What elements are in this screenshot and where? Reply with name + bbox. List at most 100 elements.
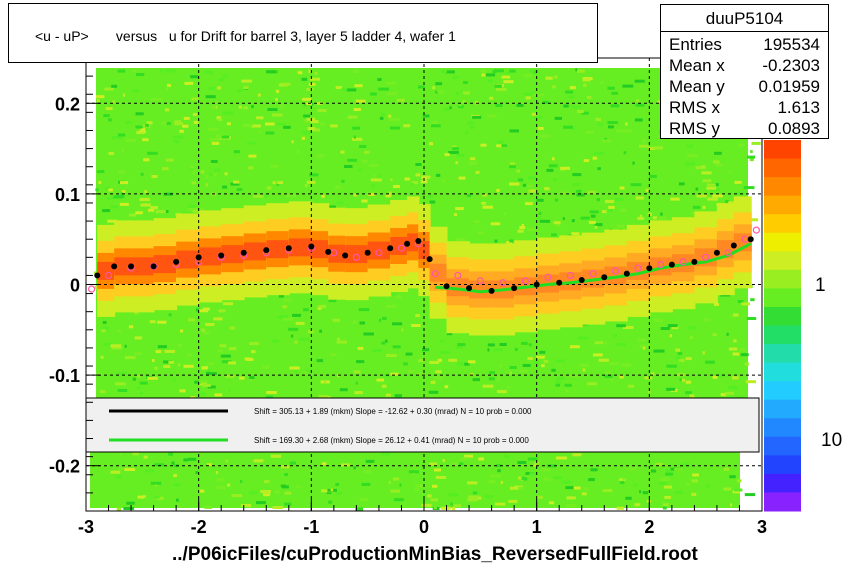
heatmap-cell <box>564 383 572 387</box>
heatmap-cell <box>523 74 532 78</box>
heatmap-cell <box>587 382 597 386</box>
x-tick-label: 0 <box>419 517 429 537</box>
heatmap-cell <box>249 376 255 379</box>
heatmap-cell <box>594 223 603 227</box>
heatmap-cell <box>427 195 434 199</box>
profile-point-open <box>104 271 113 280</box>
heatmap-cell <box>430 380 436 384</box>
profile-point-black <box>94 272 101 279</box>
heatmap-cell <box>222 111 234 115</box>
heatmap-cell <box>124 468 136 471</box>
heatmap-cell <box>743 186 755 190</box>
heatmap-cell <box>496 188 500 192</box>
heatmap-cell <box>121 190 126 193</box>
heatmap-cell <box>532 91 536 95</box>
heatmap-cell <box>583 159 590 163</box>
heatmap-cell <box>458 103 462 107</box>
profile-point-black <box>668 261 675 268</box>
heatmap-cell <box>725 200 730 204</box>
heatmap-cell <box>249 342 260 346</box>
heatmap-cell <box>686 144 694 148</box>
heatmap-cell <box>264 480 270 484</box>
heatmap-cell <box>205 183 208 187</box>
profile-point-open <box>375 249 383 257</box>
heatmap-cell <box>341 463 351 467</box>
heatmap-cell <box>504 454 510 458</box>
heatmap-cell <box>639 214 642 218</box>
heatmap-cell <box>468 495 479 499</box>
heatmap-cell <box>110 344 122 348</box>
profile-point-black <box>533 281 540 288</box>
heatmap-cell <box>304 371 307 375</box>
heatmap-cell <box>536 495 543 499</box>
heatmap-cell <box>740 353 749 357</box>
heatmap-cell <box>365 459 375 463</box>
heatmap-cell <box>228 347 237 351</box>
heatmap-cell <box>630 183 642 187</box>
heatmap-cell <box>608 125 614 129</box>
profile-point-black <box>443 283 450 290</box>
heatmap-cell <box>314 71 318 75</box>
heatmap-cell <box>96 99 100 103</box>
heatmap-cell <box>549 501 555 505</box>
heatmap-cell <box>155 210 167 214</box>
heatmap-cell <box>691 212 696 216</box>
heatmap-cell <box>135 211 143 215</box>
heatmap-cell <box>222 185 227 189</box>
heatmap-cell <box>619 478 622 482</box>
heatmap-cell <box>233 180 240 184</box>
heatmap-cell <box>393 498 404 502</box>
profile-point-open <box>544 273 552 281</box>
heatmap-cell <box>393 477 400 481</box>
heatmap-cell <box>618 478 626 482</box>
heatmap-cell <box>715 163 723 167</box>
heatmap-cell <box>739 348 746 352</box>
heatmap-cell <box>470 372 474 376</box>
heatmap-cell <box>168 452 174 456</box>
heatmap-cell <box>723 487 732 491</box>
heatmap-cell <box>363 470 371 474</box>
heatmap-cell <box>726 332 729 336</box>
heatmap-cell <box>272 181 283 185</box>
heatmap-cell <box>518 486 523 490</box>
heatmap-cell <box>509 162 515 166</box>
heatmap-cell <box>579 364 589 367</box>
heatmap-cell <box>213 173 218 177</box>
heatmap-cell <box>280 82 291 86</box>
heatmap-cell <box>516 104 524 107</box>
heatmap-cell <box>297 71 303 75</box>
heatmap-cell <box>432 121 438 124</box>
heatmap-cell <box>278 294 284 298</box>
heatmap-cell <box>353 135 356 139</box>
heatmap-cell <box>218 309 226 313</box>
heatmap-cell <box>105 186 110 190</box>
heatmap-cell <box>634 503 641 507</box>
heatmap-cell <box>291 334 294 338</box>
heatmap-band <box>97 261 116 280</box>
heatmap-cell <box>746 317 757 320</box>
heatmap-cell <box>408 470 419 474</box>
heatmap-cell <box>213 317 223 321</box>
heatmap-cell <box>221 135 230 139</box>
heatmap-cell <box>665 469 671 473</box>
heatmap-cell <box>316 101 323 105</box>
heatmap-cell <box>240 480 243 483</box>
stats-row-mean-x: Mean x -0.2303 <box>669 56 820 78</box>
heatmap-cell <box>236 188 243 191</box>
heatmap-cell <box>275 98 279 101</box>
heatmap-cell <box>230 182 240 186</box>
heatmap-cell <box>224 172 228 176</box>
heatmap-cell <box>355 381 358 385</box>
stats-row-rms-y: RMS y 0.0893 <box>669 119 820 141</box>
heatmap-cell <box>377 78 382 81</box>
heatmap-cell <box>103 343 112 346</box>
heatmap-cell <box>613 334 617 338</box>
heatmap-cell <box>501 144 507 148</box>
heatmap-cell <box>324 381 327 384</box>
profile-point-black <box>111 263 118 270</box>
heatmap-cell <box>281 465 289 469</box>
heatmap-cell <box>728 347 738 351</box>
colorbar-step <box>764 306 801 326</box>
heatmap-cell <box>222 302 233 306</box>
heatmap-cell <box>336 340 347 344</box>
